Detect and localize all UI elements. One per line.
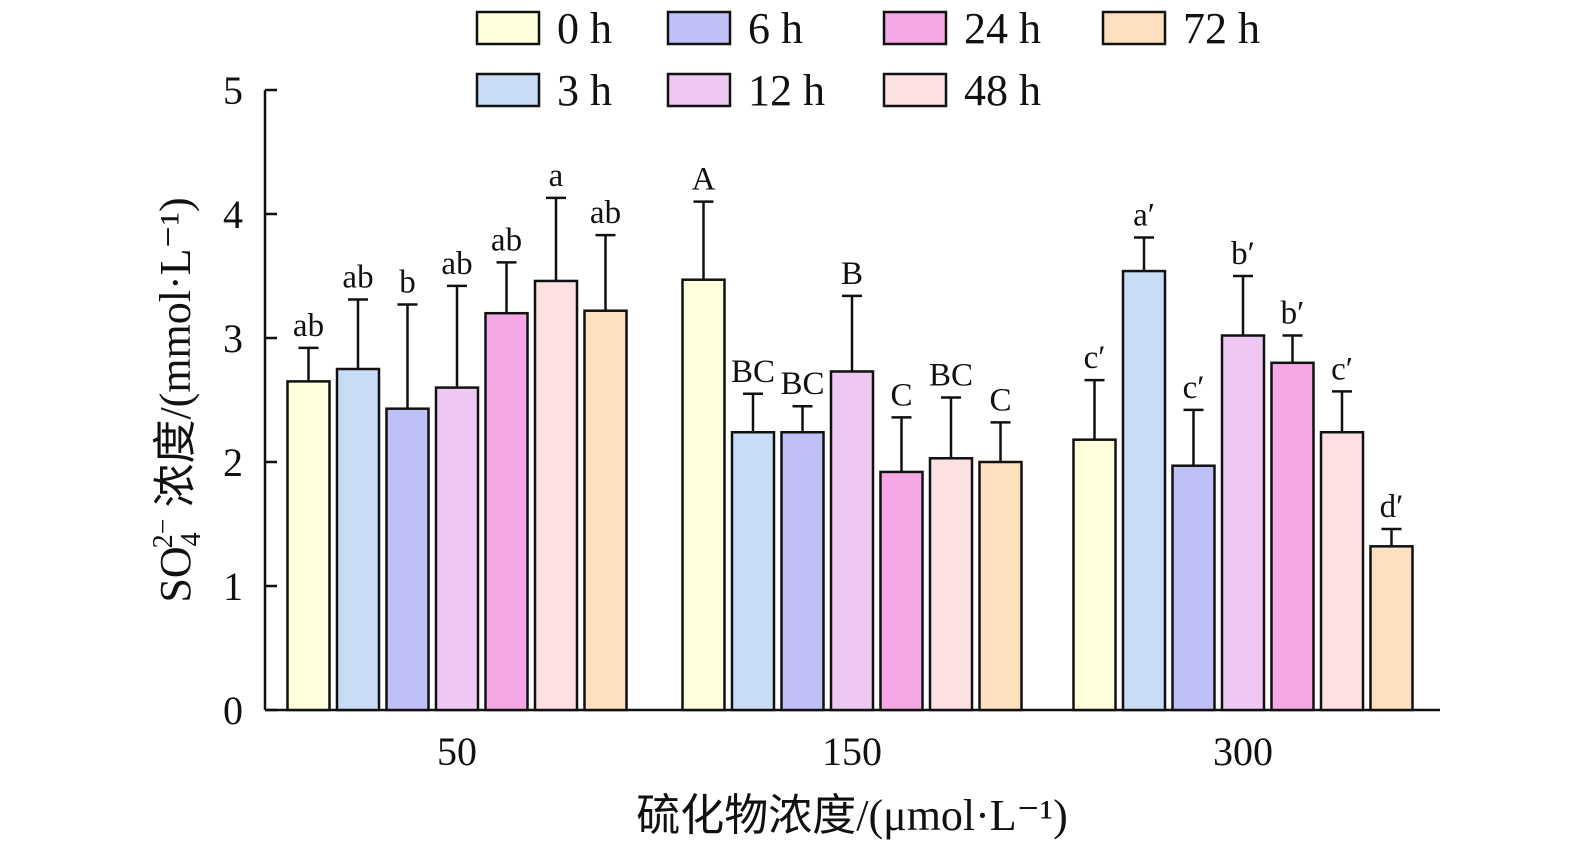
significance-label: ab (293, 308, 324, 344)
x-tick-label: 150 (822, 729, 882, 774)
bar (1220, 334, 1266, 712)
significance-label: BC (929, 358, 973, 394)
y-axis-title: SO42− 浓度/(mmol·L⁻¹) (148, 197, 207, 602)
significance-label: b (399, 265, 416, 301)
y-tick-label: 5 (223, 68, 243, 113)
bar (829, 370, 875, 712)
y-tick-label: 1 (223, 564, 243, 609)
bar (385, 407, 430, 712)
significance-label: d′ (1380, 489, 1404, 525)
significance-label: C (890, 377, 912, 413)
legend: 0 h 6 h 24 h 72 h 3 h 12 h 48 h (475, 4, 1260, 115)
bar (928, 457, 974, 712)
bar (484, 311, 529, 712)
legend-swatch (666, 72, 732, 108)
significance-label: BC (731, 354, 775, 390)
bar (286, 380, 331, 712)
x-axis-title: 硫化物浓度/(μmol·L⁻¹) (636, 791, 1068, 840)
y-tick-label: 3 (223, 316, 243, 361)
legend-swatch (1101, 10, 1167, 46)
bar (1171, 464, 1216, 712)
legend-swatch (882, 10, 948, 46)
significance-label: a (549, 158, 564, 194)
legend-swatch (475, 72, 541, 108)
bar (1319, 430, 1365, 712)
significance-label: c′ (1084, 340, 1106, 376)
legend-swatch (475, 10, 541, 46)
legend-label: 48 h (964, 66, 1041, 115)
y-tick-label: 4 (223, 192, 243, 237)
significance-label: c′ (1331, 351, 1353, 387)
y-tick-label: 2 (223, 440, 243, 485)
legend-label: 0 h (557, 4, 612, 53)
bar (1270, 361, 1315, 712)
bar (533, 279, 579, 712)
significance-label: A (692, 162, 716, 198)
bar (1121, 269, 1167, 712)
significance-label: c′ (1183, 370, 1205, 406)
bar (1369, 545, 1414, 712)
significance-label: ab (590, 195, 621, 231)
bar (978, 460, 1023, 712)
significance-label: ab (491, 222, 522, 258)
bar (780, 430, 825, 712)
y-axis-title-main: SO (151, 546, 200, 602)
y-axis: 0 1 2 3 4 5 (223, 68, 277, 733)
bar (583, 309, 628, 712)
bar (335, 367, 381, 712)
legend-swatch (666, 10, 732, 46)
x-tick-label: 300 (1213, 729, 1273, 774)
bars (286, 269, 1414, 712)
legend-label: 12 h (748, 66, 825, 115)
bar (681, 278, 726, 712)
legend-swatch (882, 72, 948, 108)
significance-label: B (841, 256, 863, 292)
significance-label: ab (342, 260, 373, 296)
x-axis: 50 150 300 (265, 708, 1440, 774)
significance-label: b′ (1231, 236, 1255, 272)
y-axis-title-rest: 浓度/(mmol·L⁻¹) (151, 197, 200, 518)
y-axis-title-sup: 2− (148, 519, 179, 549)
bar (879, 470, 924, 712)
significance-label: b′ (1281, 296, 1305, 332)
legend-label: 24 h (964, 4, 1041, 53)
significance-label: BC (780, 366, 824, 402)
error-bars (298, 196, 1402, 547)
y-tick-label: 0 (223, 688, 243, 733)
bar (434, 386, 480, 712)
legend-label: 6 h (748, 4, 803, 53)
bar (1072, 438, 1117, 712)
significance-label: a′ (1133, 198, 1155, 234)
legend-label: 3 h (557, 66, 612, 115)
significance-label: ab (441, 246, 472, 282)
significance-label: C (989, 382, 1011, 418)
legend-label: 72 h (1183, 4, 1260, 53)
x-tick-label: 50 (437, 729, 477, 774)
y-axis-title-sub: 4 (176, 532, 207, 546)
bar (730, 430, 776, 712)
